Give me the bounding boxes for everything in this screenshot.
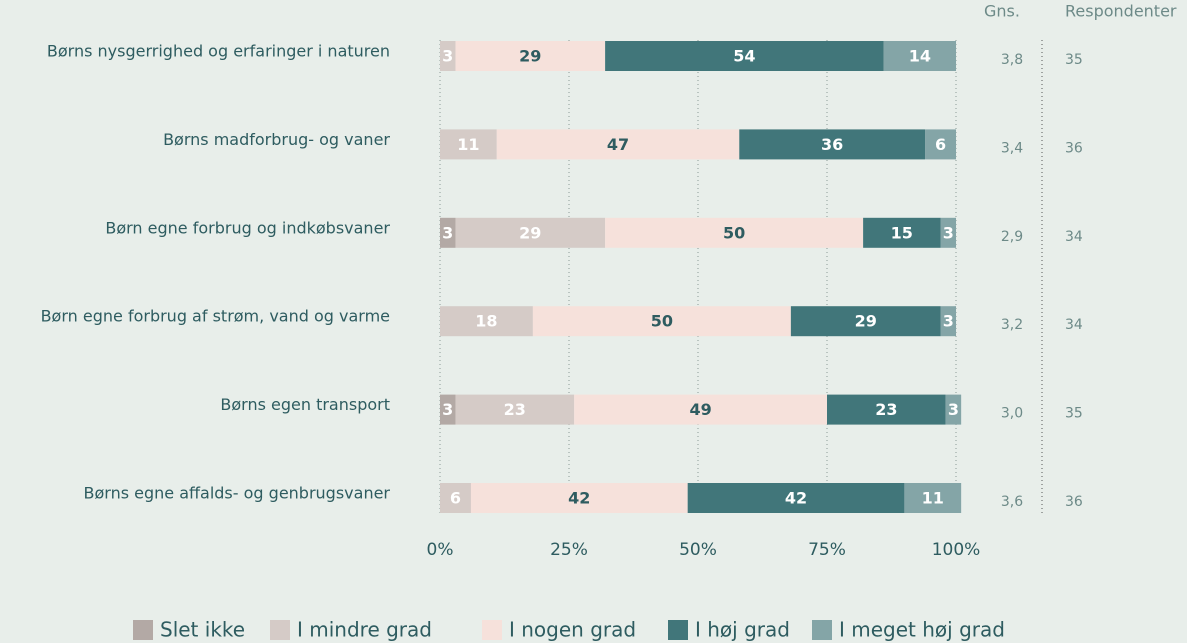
- bar-segment: [455, 394, 575, 425]
- value-label: 54: [733, 47, 755, 66]
- value-label: 42: [785, 489, 807, 508]
- x-tick-label: 25%: [550, 540, 588, 560]
- bar-segment: [863, 217, 941, 248]
- legend-label: I meget høj grad: [839, 618, 1005, 642]
- value-label: 29: [519, 223, 541, 242]
- category-label: Børns egne affalds- og genbrugsvaner: [84, 484, 391, 503]
- bar-segment: [605, 217, 864, 248]
- value-label: 18: [475, 312, 497, 331]
- bar-segment: [496, 129, 740, 160]
- value-label: 23: [875, 400, 897, 419]
- value-label: 50: [651, 312, 673, 331]
- x-tick-label: 75%: [808, 540, 846, 560]
- bar-segment: [532, 306, 791, 337]
- bar-segment: [940, 306, 956, 337]
- value-label: 14: [909, 47, 931, 66]
- value-label: 49: [689, 400, 711, 419]
- column-header: Respondenter: [1065, 2, 1177, 21]
- legend-swatch: [133, 620, 153, 640]
- column-value: 3,6: [1001, 494, 1023, 510]
- x-tick-label: 0%: [427, 540, 454, 560]
- value-label: 3: [948, 400, 959, 419]
- legend-label: I høj grad: [695, 618, 790, 642]
- value-label: 23: [504, 400, 526, 419]
- legend-swatch: [812, 620, 832, 640]
- bar-segment: [790, 306, 941, 337]
- value-label: 47: [607, 135, 629, 154]
- x-tick-label: 50%: [679, 540, 717, 560]
- category-label: Børns egen transport: [220, 395, 390, 414]
- bar-segment: [440, 483, 471, 513]
- value-label: 3: [943, 312, 954, 331]
- value-label: 15: [891, 223, 913, 242]
- value-label: 3: [442, 47, 453, 66]
- bar-segment: [440, 41, 456, 71]
- value-label: 50: [723, 223, 745, 242]
- bar-segment: [904, 483, 962, 513]
- bar-segment: [440, 129, 497, 160]
- value-label: 29: [519, 47, 541, 66]
- bar-segment: [945, 394, 962, 425]
- category-label: Børns nysgerrighed og erfaringer i natur…: [47, 42, 390, 61]
- column-header: Gns.: [984, 2, 1020, 21]
- value-label: 36: [821, 135, 843, 154]
- column-value: 3,2: [1001, 317, 1023, 333]
- column-value: 35: [1065, 406, 1083, 422]
- bar-segment: [687, 483, 905, 513]
- bar-segment: [739, 129, 926, 160]
- value-label: 11: [922, 489, 944, 508]
- bar-segment: [574, 394, 827, 425]
- legend-label: I nogen grad: [509, 618, 636, 642]
- value-label: 29: [855, 312, 877, 331]
- bar-segment: [883, 41, 956, 71]
- bar-segment: [925, 129, 956, 160]
- value-label: 6: [935, 135, 946, 154]
- bar-segment: [440, 306, 533, 337]
- category-label: Børn egne forbrug og indkøbsvaner: [105, 218, 390, 237]
- column-value: 3,0: [1001, 406, 1023, 422]
- column-value: 36: [1065, 494, 1083, 510]
- legend-swatch: [668, 620, 688, 640]
- column-value: 3,4: [1001, 140, 1023, 156]
- bar-segment: [940, 217, 956, 248]
- column-value: 34: [1065, 229, 1083, 245]
- bar-segment: [440, 394, 456, 425]
- bar-segment: [455, 41, 606, 71]
- legend-label: Slet ikke: [160, 618, 245, 642]
- category-label: Børns madforbrug- og vaner: [163, 130, 390, 149]
- value-label: 11: [457, 135, 479, 154]
- legend-swatch: [270, 620, 290, 640]
- value-label: 3: [442, 400, 453, 419]
- bar-segment: [455, 217, 606, 248]
- category-label: Børn egne forbrug af strøm, vand og varm…: [41, 307, 390, 326]
- column-value: 3,8: [1001, 52, 1023, 68]
- value-label: 6: [450, 489, 461, 508]
- bar-segment: [827, 394, 946, 425]
- column-value: 34: [1065, 317, 1083, 333]
- legend-label: I mindre grad: [297, 618, 432, 642]
- value-label: 42: [568, 489, 590, 508]
- column-value: 36: [1065, 140, 1083, 156]
- value-label: 3: [442, 223, 453, 242]
- column-value: 2,9: [1001, 229, 1023, 245]
- value-label: 3: [943, 223, 954, 242]
- legend-swatch: [482, 620, 502, 640]
- bar-segment: [605, 41, 884, 71]
- x-tick-label: 100%: [932, 540, 981, 560]
- bar-segment: [470, 483, 688, 513]
- bar-segment: [440, 217, 456, 248]
- column-value: 35: [1065, 52, 1083, 68]
